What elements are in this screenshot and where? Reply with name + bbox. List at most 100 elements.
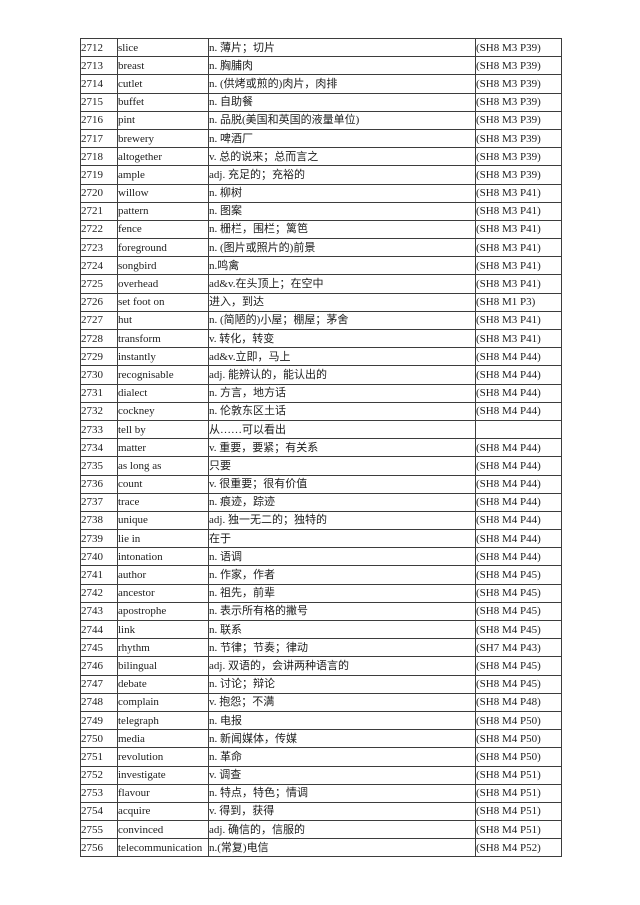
definition-cell: n. 讨论；辩论 <box>208 674 476 694</box>
table-row: 2731 dialect n. 方言，地方话 (SH8 M4 P44) <box>80 383 562 403</box>
definition-cell: adj. 确信的，信服的 <box>208 820 476 840</box>
table-row: 2756 telecommunication n.(常复)电信 (SH8 M4 P52… <box>80 838 562 858</box>
index-cell: 2744 <box>80 619 118 640</box>
table-row: 2743 apostrophe n. 表示所有格的撇号 (SH8 M4 P45) <box>80 601 562 622</box>
source-cell: (SH8 M4 P44) <box>475 492 562 512</box>
source-cell: (SH8 M3 P41) <box>475 256 562 276</box>
source-cell: (SH8 M4 P48) <box>475 692 562 712</box>
index-cell: 2720 <box>80 183 118 203</box>
source-cell: (SH8 M4 P51) <box>475 820 562 840</box>
index-cell: 2726 <box>80 292 118 312</box>
table-row: 2733 tell by 从……可以看出 <box>80 419 562 440</box>
index-cell: 2731 <box>80 383 118 403</box>
definition-cell: n. 新闻媒体，传媒 <box>208 729 476 749</box>
source-cell: (SH8 M4 P50) <box>475 747 562 767</box>
definition-cell: n. 品脱(美国和英国的液量单位) <box>208 110 476 130</box>
index-cell: 2717 <box>80 128 118 149</box>
index-cell: 2755 <box>80 820 118 840</box>
index-cell: 2751 <box>80 747 118 767</box>
table-row: 2723 foreground n. (图片或照片的)前景 (SH8 M3 P41) <box>80 238 562 258</box>
definition-cell: adj. 独一无二的；独特的 <box>208 510 476 531</box>
source-cell: (SH8 M3 P39) <box>475 74 562 94</box>
table-row: 2752 investigate v. 调查 (SH8 M4 P51) <box>80 765 562 785</box>
word-cell: rhythm <box>117 638 209 658</box>
word-cell: telecommunication <box>117 838 209 858</box>
index-cell: 2733 <box>80 419 118 440</box>
source-cell: (SH8 M3 P39) <box>475 37 562 58</box>
table-row: 2739 lie in 在于 (SH8 M4 P44) <box>80 529 562 549</box>
source-cell: (SH8 M3 P39) <box>475 110 562 130</box>
source-cell: (SH8 M4 P45) <box>475 656 562 676</box>
source-cell: (SH8 M4 P50) <box>475 710 562 731</box>
source-cell: (SH8 M3 P39) <box>475 165 562 185</box>
word-cell: instantly <box>117 347 209 367</box>
index-cell: 2725 <box>80 274 118 294</box>
definition-cell: v. 很重要；很有价值 <box>208 474 476 494</box>
table-row: 2724 songbird n.鸣禽 (SH8 M3 P41) <box>80 256 562 276</box>
definition-cell: n. 伦敦东区土话 <box>208 401 476 421</box>
table-row: 2753 flavour n. 特点，特色；情调 (SH8 M4 P51) <box>80 783 562 803</box>
word-cell: complain <box>117 692 209 712</box>
definition-cell: n. 特点，特色；情调 <box>208 783 476 803</box>
definition-cell: adj. 双语的，会讲两种语言的 <box>208 656 476 676</box>
index-cell: 2715 <box>80 92 118 112</box>
word-cell: willow <box>117 183 209 203</box>
source-cell: (SH8 M4 P44) <box>475 529 562 549</box>
vocab-table-body: 2712 slice n. 薄片；切片 (SH8 M3 P39) 2713 breast n… <box>80 37 562 858</box>
source-cell: (SH8 M4 P44) <box>475 401 562 421</box>
index-cell: 2732 <box>80 401 118 421</box>
word-cell: count <box>117 474 209 494</box>
index-cell: 2739 <box>80 529 118 549</box>
word-cell: apostrophe <box>117 601 209 622</box>
table-row: 2721 pattern n. 图案 (SH8 M3 P41) <box>80 201 562 221</box>
table-row: 2722 fence n. 栅栏，围栏；篱笆 (SH8 M3 P41) <box>80 219 562 240</box>
source-cell: (SH8 M3 P41) <box>475 183 562 203</box>
definition-cell: v. 重要，要紧；有关系 <box>208 438 476 458</box>
source-cell: (SH8 M3 P41) <box>475 219 562 240</box>
word-cell: acquire <box>117 801 209 822</box>
definition-cell: n. 革命 <box>208 747 476 767</box>
definition-cell: n. 啤酒厂 <box>208 128 476 149</box>
table-row: 2741 author n. 作家，作者 (SH8 M4 P45) <box>80 565 562 585</box>
definition-cell: n. 祖先，前辈 <box>208 583 476 603</box>
word-cell: foreground <box>117 238 209 258</box>
definition-cell: ad&v.在头顶上；在空中 <box>208 274 476 294</box>
source-cell: (SH8 M4 P51) <box>475 765 562 785</box>
source-cell: (SH8 M4 P50) <box>475 729 562 749</box>
definition-cell: adj. 能辨认的，能认出的 <box>208 365 476 385</box>
source-cell: (SH8 M3 P39) <box>475 92 562 112</box>
index-cell: 2754 <box>80 801 118 822</box>
definition-cell: adj. 充足的；充裕的 <box>208 165 476 185</box>
source-cell: (SH8 M4 P45) <box>475 565 562 585</box>
source-cell: (SH8 M3 P39) <box>475 147 562 167</box>
table-row: 2715 buffet n. 自助餐 (SH8 M3 P39) <box>80 92 562 112</box>
definition-cell: n.鸣禽 <box>208 256 476 276</box>
source-cell: (SH8 M4 P44) <box>475 383 562 403</box>
index-cell: 2721 <box>80 201 118 221</box>
word-cell: breast <box>117 56 209 76</box>
source-cell: (SH8 M4 P44) <box>475 347 562 367</box>
source-cell: (SH8 M4 P44) <box>475 365 562 385</box>
index-cell: 2730 <box>80 365 118 385</box>
source-cell: (SH8 M1 P3) <box>475 292 562 312</box>
source-cell: (SH8 M4 P45) <box>475 674 562 694</box>
definition-cell: n. 图案 <box>208 201 476 221</box>
table-row: 2744 link n. 联系 (SH8 M4 P45) <box>80 619 562 640</box>
word-cell: transform <box>117 328 209 349</box>
word-cell: ancestor <box>117 583 209 603</box>
word-cell: buffet <box>117 92 209 112</box>
definition-cell: n. 作家，作者 <box>208 565 476 585</box>
word-cell: pint <box>117 110 209 130</box>
source-cell: (SH8 M3 P41) <box>475 328 562 349</box>
source-cell: (SH8 M4 P44) <box>475 510 562 531</box>
index-cell: 2712 <box>80 37 118 58</box>
definition-cell: n. 方言，地方话 <box>208 383 476 403</box>
word-cell: revolution <box>117 747 209 767</box>
index-cell: 2724 <box>80 256 118 276</box>
source-cell: (SH8 M4 P45) <box>475 601 562 622</box>
index-cell: 2752 <box>80 765 118 785</box>
word-cell: lie in <box>117 529 209 549</box>
definition-cell: n. 自助餐 <box>208 92 476 112</box>
table-row: 2732 cockney n. 伦敦东区土话 (SH8 M4 P44) <box>80 401 562 421</box>
table-row: 2740 intonation n. 语调 (SH8 M4 P44) <box>80 547 562 567</box>
